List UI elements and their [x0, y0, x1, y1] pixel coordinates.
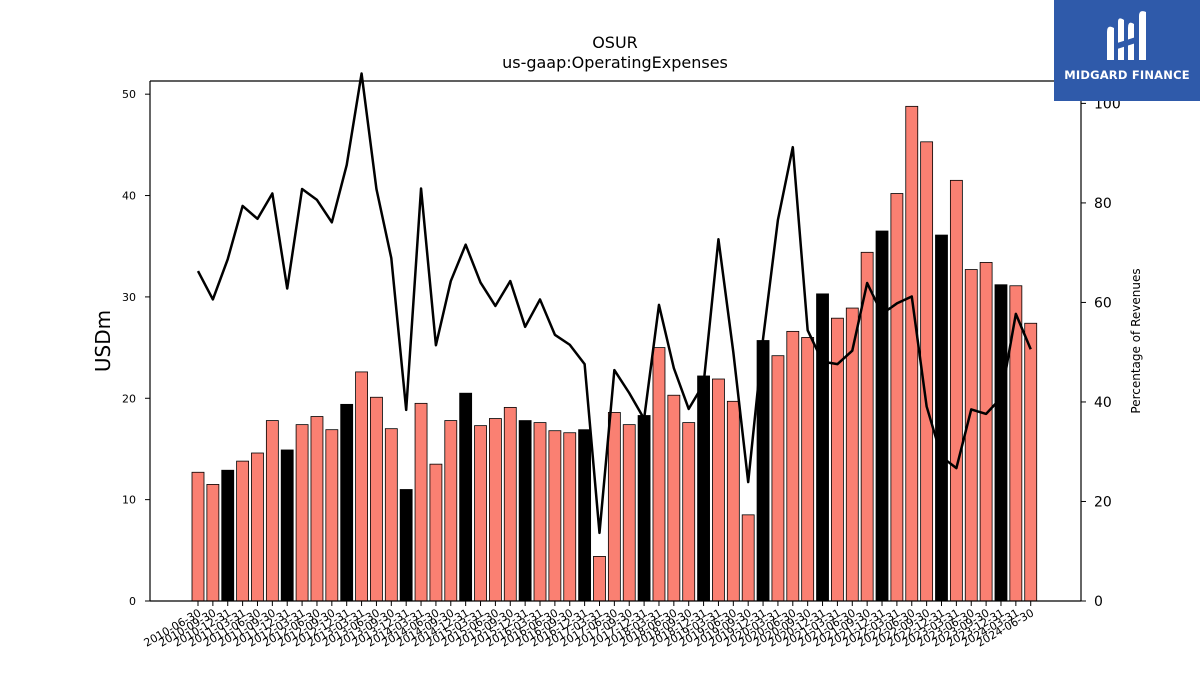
bar: [652, 347, 666, 602]
bar: [474, 425, 487, 602]
y-tick-label: 20: [122, 392, 136, 405]
y2-tick-label: 60: [1094, 295, 1112, 311]
bar: [786, 330, 800, 602]
bar: [905, 105, 919, 602]
bar: [578, 429, 592, 602]
bar: [251, 452, 264, 602]
bar: [890, 193, 904, 602]
bar: [935, 234, 948, 602]
bar: [265, 420, 279, 602]
bar: [949, 179, 963, 602]
bar: [414, 402, 428, 602]
y2-axis-label: Percentage of Revenues: [1129, 268, 1143, 413]
bar: [667, 394, 681, 602]
y-tick-label: 30: [122, 291, 136, 304]
bar: [206, 484, 220, 602]
y2-tick-label: 40: [1094, 395, 1112, 411]
bar: [503, 406, 517, 602]
bar: [310, 416, 324, 602]
bar: [355, 371, 368, 602]
bar: [236, 460, 250, 602]
percentage-line: [196, 72, 1032, 535]
bar: [370, 396, 383, 602]
y2-tick-label: 0: [1094, 594, 1103, 610]
y-tick-label: 50: [122, 88, 136, 101]
bar: [771, 355, 785, 602]
bar: [325, 429, 339, 602]
bar: [548, 430, 562, 602]
midgard-finance-logo: MIDGARD FINANCE: [1054, 0, 1200, 101]
bar: [593, 556, 606, 602]
bar: [875, 230, 889, 602]
chart-subtitle: us-gaap:OperatingExpenses: [502, 53, 728, 72]
bar: [563, 432, 577, 602]
bar: [726, 400, 740, 602]
bar: [712, 378, 725, 602]
bar: [295, 424, 309, 602]
bar: [280, 449, 294, 602]
bar: [637, 415, 651, 602]
bar: [801, 337, 815, 602]
percentage-line-series: [196, 72, 1032, 535]
bar: [622, 424, 636, 602]
bar: [384, 428, 398, 602]
bar: [444, 420, 458, 602]
bar: [979, 262, 993, 602]
y-tick-label: 40: [122, 190, 136, 203]
chart-title: OSUR: [592, 33, 638, 52]
bar: [340, 403, 354, 602]
bar: [399, 489, 413, 602]
bar: [964, 269, 978, 602]
bar: [488, 418, 502, 602]
bar: [518, 420, 532, 602]
bar: [191, 471, 205, 602]
bar: [1024, 322, 1038, 602]
bar: [459, 392, 473, 602]
y-tick-label: 0: [129, 595, 136, 608]
bar: [607, 412, 621, 602]
bar: [816, 293, 829, 602]
bar: [697, 375, 710, 602]
bar: [682, 422, 696, 602]
bar: [994, 284, 1008, 602]
bar: [741, 514, 755, 602]
y-axis-label: USDm: [91, 310, 115, 372]
bar: [429, 463, 443, 602]
y-tick-label: 10: [122, 494, 136, 507]
y2-tick-label: 80: [1094, 196, 1112, 212]
logo-mark-icon: [1107, 11, 1146, 61]
bar: [221, 469, 235, 602]
bar: [533, 422, 547, 602]
bar-series: [191, 105, 1038, 602]
logo-text: MIDGARD FINANCE: [1064, 68, 1190, 82]
y2-tick-label: 20: [1094, 494, 1112, 510]
